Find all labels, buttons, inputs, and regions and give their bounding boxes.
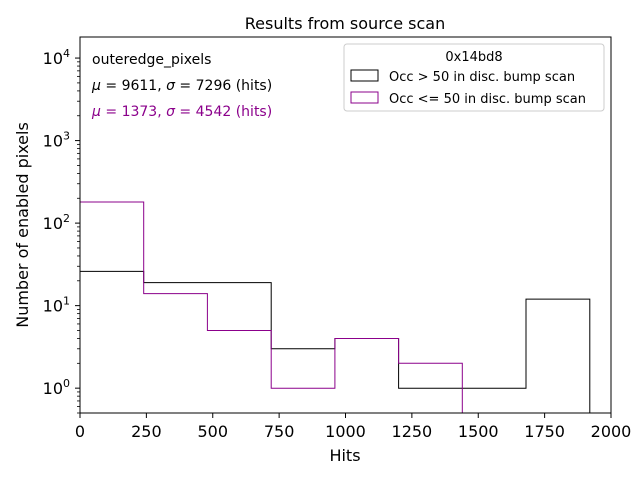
chart-title: Results from source scan: [245, 14, 445, 33]
x-tick-label: 2000: [591, 422, 632, 441]
x-tick-label: 0: [75, 422, 85, 441]
y-tick-label: 101: [43, 295, 70, 316]
annotation-block: outeredge_pixels μ = 9611, σ = 7296 (hit…: [91, 52, 272, 120]
y-tick-label: 103: [43, 130, 70, 151]
legend-label-occ-gt-50: Occ > 50 in disc. bump scan: [389, 70, 575, 85]
legend-swatch-occ-gt-50: [350, 69, 379, 82]
y-tick-label: 102: [43, 212, 70, 233]
y-axis-label: Number of enabled pixels: [13, 122, 32, 328]
x-tick-label: 750: [264, 422, 295, 441]
legend-label-occ-le-50: Occ <= 50 in disc. bump scan: [389, 92, 586, 107]
legend: 0x14bd8 Occ > 50 in disc. bump scan Occ …: [343, 43, 605, 112]
y-tick-label: 104: [43, 47, 70, 68]
x-tick-label: 250: [131, 422, 162, 441]
x-tick-label: 1500: [458, 422, 499, 441]
x-axis-label: Hits: [329, 446, 360, 465]
x-tick-label: 1250: [392, 422, 433, 441]
series-layer: [79, 201, 591, 414]
x-tick-label: 1000: [325, 422, 366, 441]
annotation-region-name: outeredge_pixels: [92, 52, 211, 68]
legend-swatch-occ-le-50: [350, 91, 379, 104]
legend-box: [343, 43, 605, 112]
annotation-stats-occ-le-50: μ = 1373, σ = 4542 (hits): [91, 104, 272, 120]
ticks-layer: 0 250 500 750 1000 1250 1500 1750 2000 100 101 102 1…: [43, 47, 632, 441]
legend-title: 0x14bd8: [445, 50, 502, 65]
x-tick-label: 500: [197, 422, 228, 441]
y-tick-label: 100: [43, 377, 70, 398]
x-tick-label: 1750: [524, 422, 565, 441]
histogram-series-1: [79, 201, 590, 414]
annotation-stats-occ-gt-50: μ = 9611, σ = 7296 (hits): [91, 78, 272, 94]
